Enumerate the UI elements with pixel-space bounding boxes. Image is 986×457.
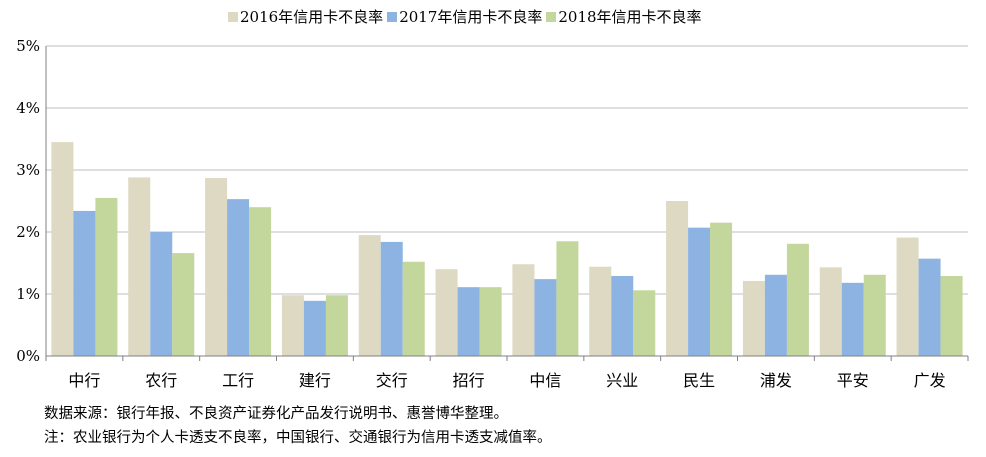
bar <box>402 261 425 356</box>
bar <box>73 210 96 356</box>
legend-label-2018: 2018年信用卡不良率 <box>558 8 702 26</box>
bar <box>841 282 864 356</box>
bar <box>380 241 403 356</box>
legend-item-2017: 2017年信用卡不良率 <box>387 6 542 27</box>
x-tick-label: 建行 <box>299 371 331 390</box>
legend-swatch-2016 <box>228 11 238 22</box>
bar <box>227 199 250 356</box>
bar <box>819 267 842 356</box>
bar <box>611 276 634 356</box>
bar <box>128 177 151 356</box>
bar <box>435 269 458 356</box>
bar <box>534 279 557 356</box>
bar <box>457 287 480 356</box>
legend-swatch-2017 <box>387 11 398 22</box>
source-note: 数据来源：银行年报、不良资产证券化产品发行说明书、惠誉博华整理。 <box>44 406 508 422</box>
bar <box>786 243 809 356</box>
legend-item-2016: 2016年信用卡不良率 <box>228 6 383 27</box>
bar <box>896 237 919 356</box>
bar <box>150 232 173 356</box>
x-tick-label: 工行 <box>222 371 254 390</box>
x-tick-label: 民生 <box>683 371 715 390</box>
y-tick-label: 5% <box>16 37 40 55</box>
legend: 2016年信用卡不良率 2017年信用卡不良率 2018年信用卡不良率 <box>228 6 706 27</box>
bar <box>205 178 228 356</box>
bar <box>479 287 502 356</box>
x-tick-label: 中信 <box>529 371 561 390</box>
legend-item-2018: 2018年信用卡不良率 <box>546 6 702 27</box>
bar <box>918 258 941 356</box>
bar <box>325 295 348 356</box>
x-tick-label: 中行 <box>68 371 100 390</box>
bar-chart: 0% 1% 2% 3% 4% 5% 中行 农行 工行 建行 交行 招行 中信 兴业 民生 浦发 平安 广发 <box>16 37 969 390</box>
x-tick-label: 广发 <box>914 371 946 390</box>
y-tick-label: 3% <box>16 161 40 179</box>
bar <box>249 207 272 356</box>
bar <box>710 222 733 356</box>
bar <box>666 201 689 356</box>
bar <box>303 300 326 356</box>
x-tick-label: 平安 <box>837 371 869 390</box>
y-tick-label: 2% <box>16 223 40 241</box>
bar <box>940 276 963 356</box>
bar <box>358 235 381 356</box>
y-tick-label: 0% <box>16 347 40 365</box>
x-tick-label: 招行 <box>453 371 485 390</box>
chart-notes: 数据来源：银行年报、不良资产证券化产品发行说明书、惠誉博华整理。 注：农业银行为… <box>44 402 552 450</box>
bar <box>281 295 304 356</box>
bar <box>863 274 886 356</box>
x-tick-label: 浦发 <box>760 371 792 390</box>
y-tick-label: 1% <box>16 285 40 303</box>
legend-label-2016: 2016年信用卡不良率 <box>240 8 384 26</box>
bar <box>172 253 195 356</box>
bar <box>688 227 711 356</box>
bar <box>51 142 74 356</box>
remark-note: 注：农业银行为个人卡透支不良率，中国银行、交通银行为信用卡透支减值率。 <box>44 430 552 446</box>
bar <box>764 274 787 356</box>
bar <box>95 197 118 356</box>
legend-swatch-2018 <box>546 11 557 22</box>
bar <box>589 266 612 356</box>
x-tick-label: 交行 <box>376 371 408 390</box>
x-tick-label: 兴业 <box>606 371 638 390</box>
bar <box>633 290 656 356</box>
bar <box>556 241 579 356</box>
legend-label-2017: 2017年信用卡不良率 <box>399 8 543 26</box>
bar <box>742 280 765 356</box>
x-tick-label: 农行 <box>145 371 177 390</box>
bar <box>512 264 535 356</box>
y-tick-label: 4% <box>16 99 40 117</box>
